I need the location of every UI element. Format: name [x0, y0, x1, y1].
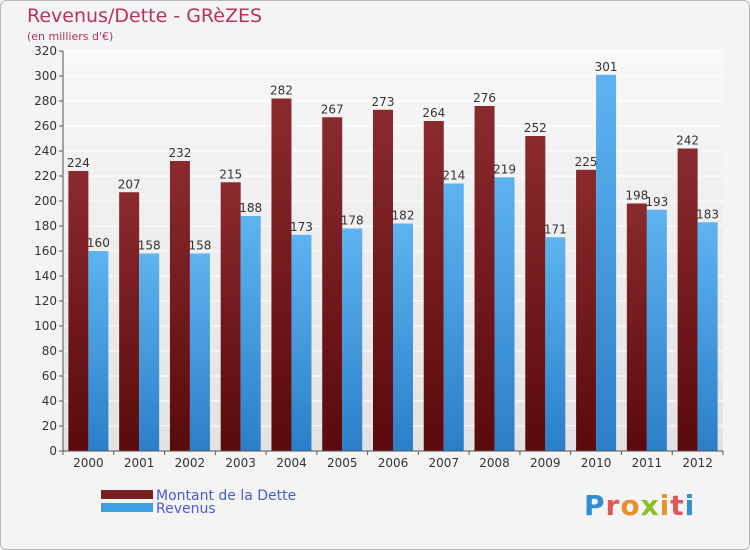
data-label: 214 — [442, 169, 465, 183]
y-tick-label: 80 — [42, 344, 57, 358]
data-label: 282 — [270, 84, 293, 98]
data-label: 182 — [392, 209, 415, 223]
data-label: 171 — [544, 222, 567, 236]
axes: 0 20 40 60 80 100 120 140 160 180 200 220 240 260 280 3… — [34, 44, 724, 470]
legend-swatch-dette — [101, 490, 153, 499]
data-label: 198 — [625, 189, 648, 203]
data-label: 219 — [493, 162, 516, 176]
y-tick-label: 0 — [49, 444, 57, 458]
y-tick-label: 100 — [34, 319, 57, 333]
bar-dette — [677, 148, 698, 451]
x-tick-label: 2000 — [73, 456, 104, 470]
legend-swatch-revenus — [101, 503, 153, 512]
bars — [68, 74, 718, 451]
legend-label-revenus: Revenus — [156, 501, 216, 517]
y-tick-label: 200 — [34, 194, 57, 208]
data-label: 252 — [524, 121, 547, 135]
data-label: 188 — [239, 201, 262, 215]
y-tick-label: 60 — [42, 369, 57, 383]
y-tick-label: 140 — [34, 269, 57, 283]
y-tick-label: 40 — [42, 394, 57, 408]
bar-revenus — [139, 253, 160, 451]
bar-dette — [68, 171, 89, 451]
x-tick-label: 2001 — [124, 456, 155, 470]
x-tick-label: 2012 — [682, 456, 713, 470]
x-tick-label: 2005 — [327, 456, 358, 470]
bar-dette — [271, 98, 292, 451]
bar-revenus — [545, 237, 566, 451]
data-label: 224 — [67, 156, 90, 170]
data-label: 178 — [341, 214, 364, 228]
proxiti-logo: Proxiti — [584, 489, 696, 522]
data-label: 215 — [219, 167, 242, 181]
x-tick-label: 2011 — [632, 456, 663, 470]
x-tick-label: 2006 — [378, 456, 409, 470]
bar-dette — [423, 121, 444, 451]
bar-revenus — [189, 253, 210, 451]
bar-revenus — [342, 228, 363, 451]
bar-revenus — [646, 209, 667, 451]
y-tick-label: 320 — [34, 44, 57, 58]
data-label: 158 — [138, 239, 161, 253]
data-label: 267 — [321, 102, 344, 116]
legend-label-dette: Montant de la Dette — [156, 488, 296, 504]
data-label: 242 — [676, 134, 699, 148]
x-tick-label: 2008 — [479, 456, 510, 470]
y-tick-label: 240 — [34, 144, 57, 158]
bar-dette — [373, 109, 393, 451]
bar-revenus — [443, 183, 464, 451]
data-label: 232 — [168, 146, 191, 160]
y-tick-label: 260 — [34, 119, 57, 133]
data-label: 276 — [473, 91, 496, 105]
data-label: 225 — [575, 155, 598, 169]
bar-revenus — [393, 223, 413, 451]
x-tick-label: 2002 — [175, 456, 206, 470]
bar-dette — [576, 169, 597, 451]
x-tick-label: 2010 — [581, 456, 612, 470]
bar-revenus — [240, 216, 261, 451]
bar-dette — [626, 203, 647, 451]
data-label: 273 — [372, 95, 395, 109]
chart-title: Revenus/Dette - GRèZES — [27, 5, 263, 27]
data-label: 301 — [595, 60, 618, 74]
data-label: 183 — [696, 207, 719, 221]
bar-dette — [525, 136, 546, 451]
y-tick-label: 280 — [34, 94, 57, 108]
bar-revenus — [494, 177, 515, 451]
y-tick-label: 160 — [34, 244, 57, 258]
x-tick-label: 2007 — [428, 456, 459, 470]
bar-dette — [220, 182, 241, 451]
data-label: 160 — [87, 236, 110, 250]
data-label: 193 — [645, 195, 668, 209]
x-tick-label: 2009 — [530, 456, 561, 470]
bar-revenus — [291, 234, 312, 451]
bar-dette — [322, 117, 343, 451]
bar-revenus — [596, 74, 617, 451]
data-label: 207 — [118, 177, 141, 191]
x-tick-label: 2003 — [225, 456, 256, 470]
bar-dette — [119, 192, 140, 451]
data-label: 264 — [422, 106, 445, 120]
bar-dette — [474, 106, 495, 451]
bar-dette — [169, 161, 190, 451]
x-tick-label: 2004 — [276, 456, 307, 470]
bar-revenus — [697, 222, 718, 451]
y-tick-label: 220 — [34, 169, 57, 183]
y-tick-label: 120 — [34, 294, 57, 308]
y-tick-label: 20 — [42, 419, 57, 433]
y-tick-label: 300 — [34, 69, 57, 83]
data-label: 158 — [188, 239, 211, 253]
chart-subtitle: (en milliers d'€) — [27, 30, 114, 43]
y-tick-label: 180 — [34, 219, 57, 233]
bar-revenus — [88, 251, 109, 451]
labels: 224 160 207 158 232 158 215 188 282 173 267 178 273 1… — [67, 60, 719, 253]
data-label: 173 — [290, 220, 313, 234]
